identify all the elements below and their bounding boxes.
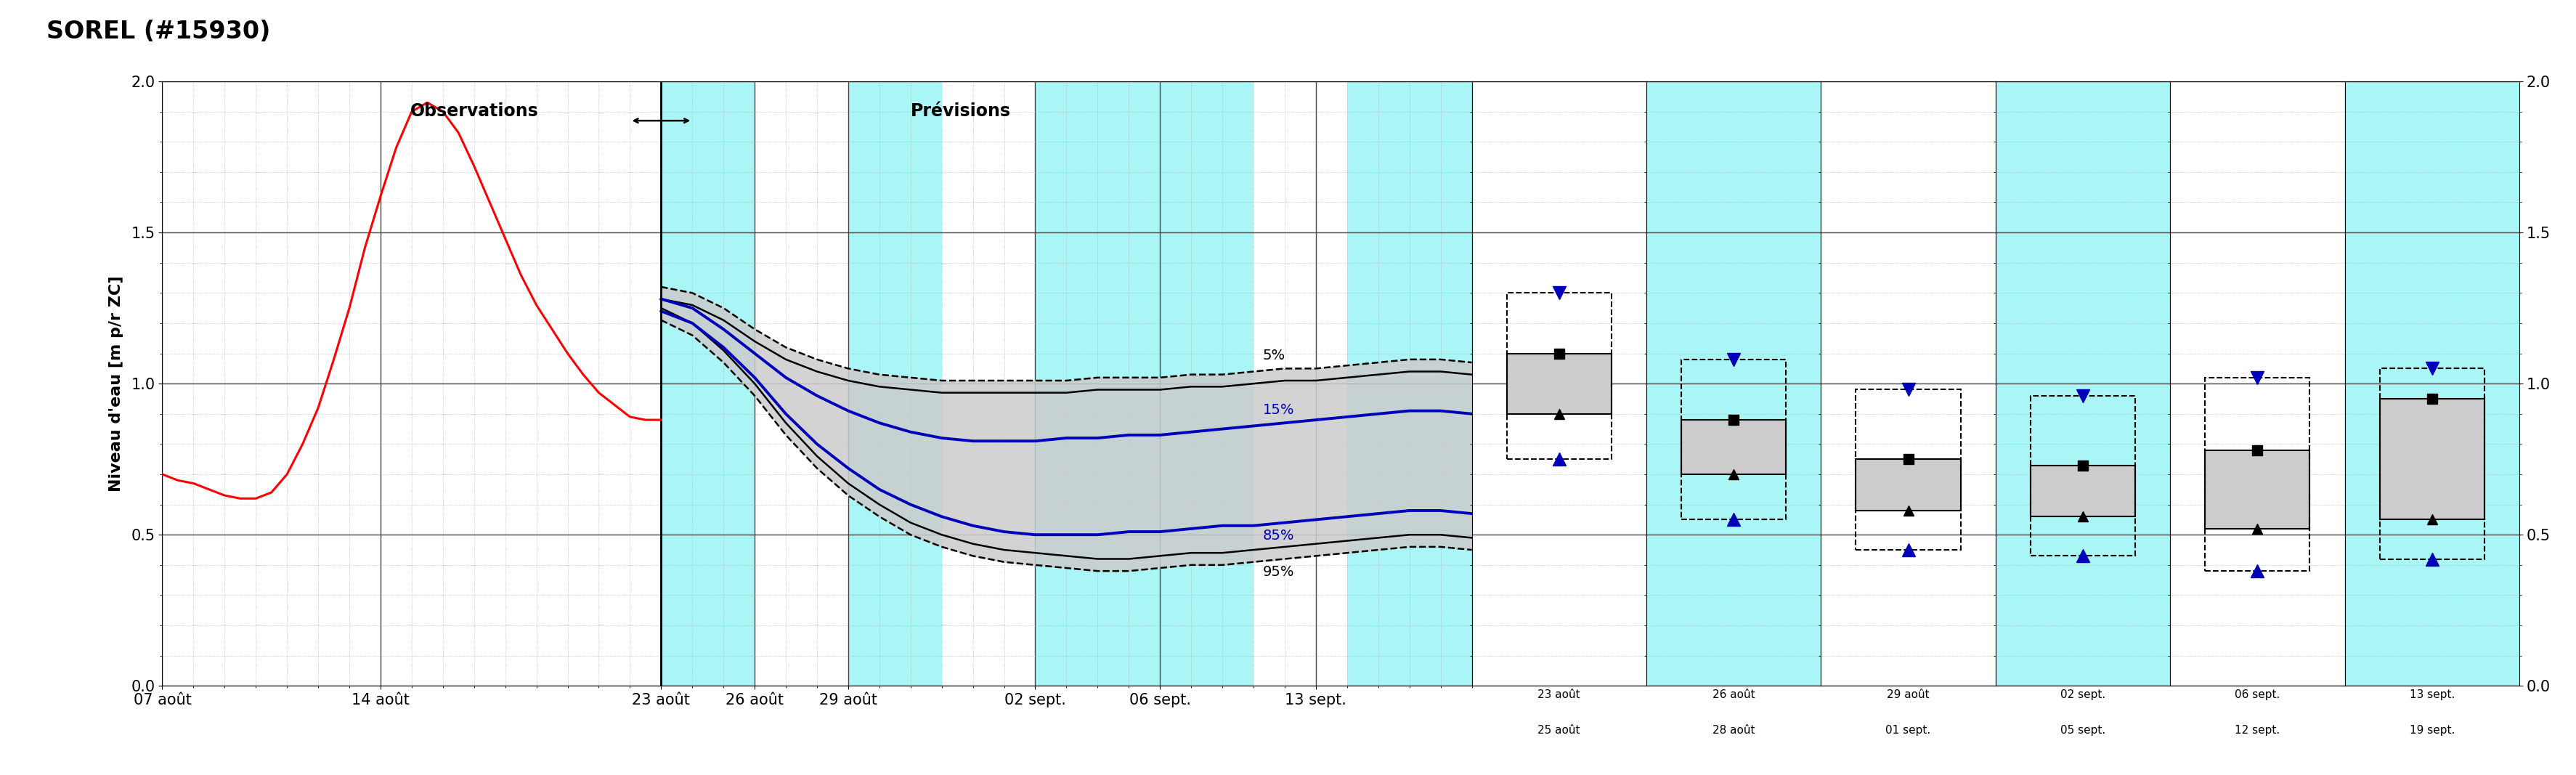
- Text: Observations: Observations: [410, 102, 538, 120]
- Bar: [2030, 465, 2136, 517]
- Text: 12 sept.: 12 sept.: [2236, 725, 2280, 736]
- Bar: [1507, 353, 1613, 414]
- Text: 25 août: 25 août: [1538, 725, 1579, 736]
- Bar: [1507, 353, 1613, 414]
- Text: 15%: 15%: [1262, 403, 1296, 417]
- Bar: [1036, 81, 1255, 686]
- Text: 85%: 85%: [1262, 529, 1296, 542]
- Bar: [848, 81, 943, 686]
- Bar: [2030, 396, 2136, 556]
- Bar: [2030, 465, 2136, 517]
- Bar: [1682, 360, 1785, 519]
- Text: SOREL (#15930): SOREL (#15930): [46, 19, 270, 43]
- Text: 5%: 5%: [1262, 349, 1285, 363]
- Y-axis label: Niveau d'eau [m p/r ZC]: Niveau d'eau [m p/r ZC]: [108, 276, 124, 491]
- Bar: [2205, 377, 2311, 571]
- Bar: [1347, 81, 1471, 686]
- Bar: [1855, 390, 1960, 550]
- Text: 28 août: 28 août: [1713, 725, 1754, 736]
- Bar: [2205, 450, 2311, 529]
- Bar: [2380, 368, 2483, 559]
- Text: 05 sept.: 05 sept.: [2061, 725, 2105, 736]
- Text: 95%: 95%: [1262, 565, 1296, 579]
- Text: 01 sept.: 01 sept.: [1886, 725, 1932, 736]
- Bar: [1855, 459, 1960, 511]
- Bar: [1855, 459, 1960, 511]
- Bar: [1682, 420, 1785, 474]
- Bar: [2380, 398, 2483, 519]
- Bar: [662, 81, 755, 686]
- Text: Prévisions: Prévisions: [909, 102, 1010, 120]
- Text: 19 sept.: 19 sept.: [2409, 725, 2455, 736]
- Bar: [1507, 293, 1613, 459]
- Bar: [2205, 450, 2311, 529]
- Bar: [1682, 420, 1785, 474]
- Bar: [2380, 398, 2483, 519]
